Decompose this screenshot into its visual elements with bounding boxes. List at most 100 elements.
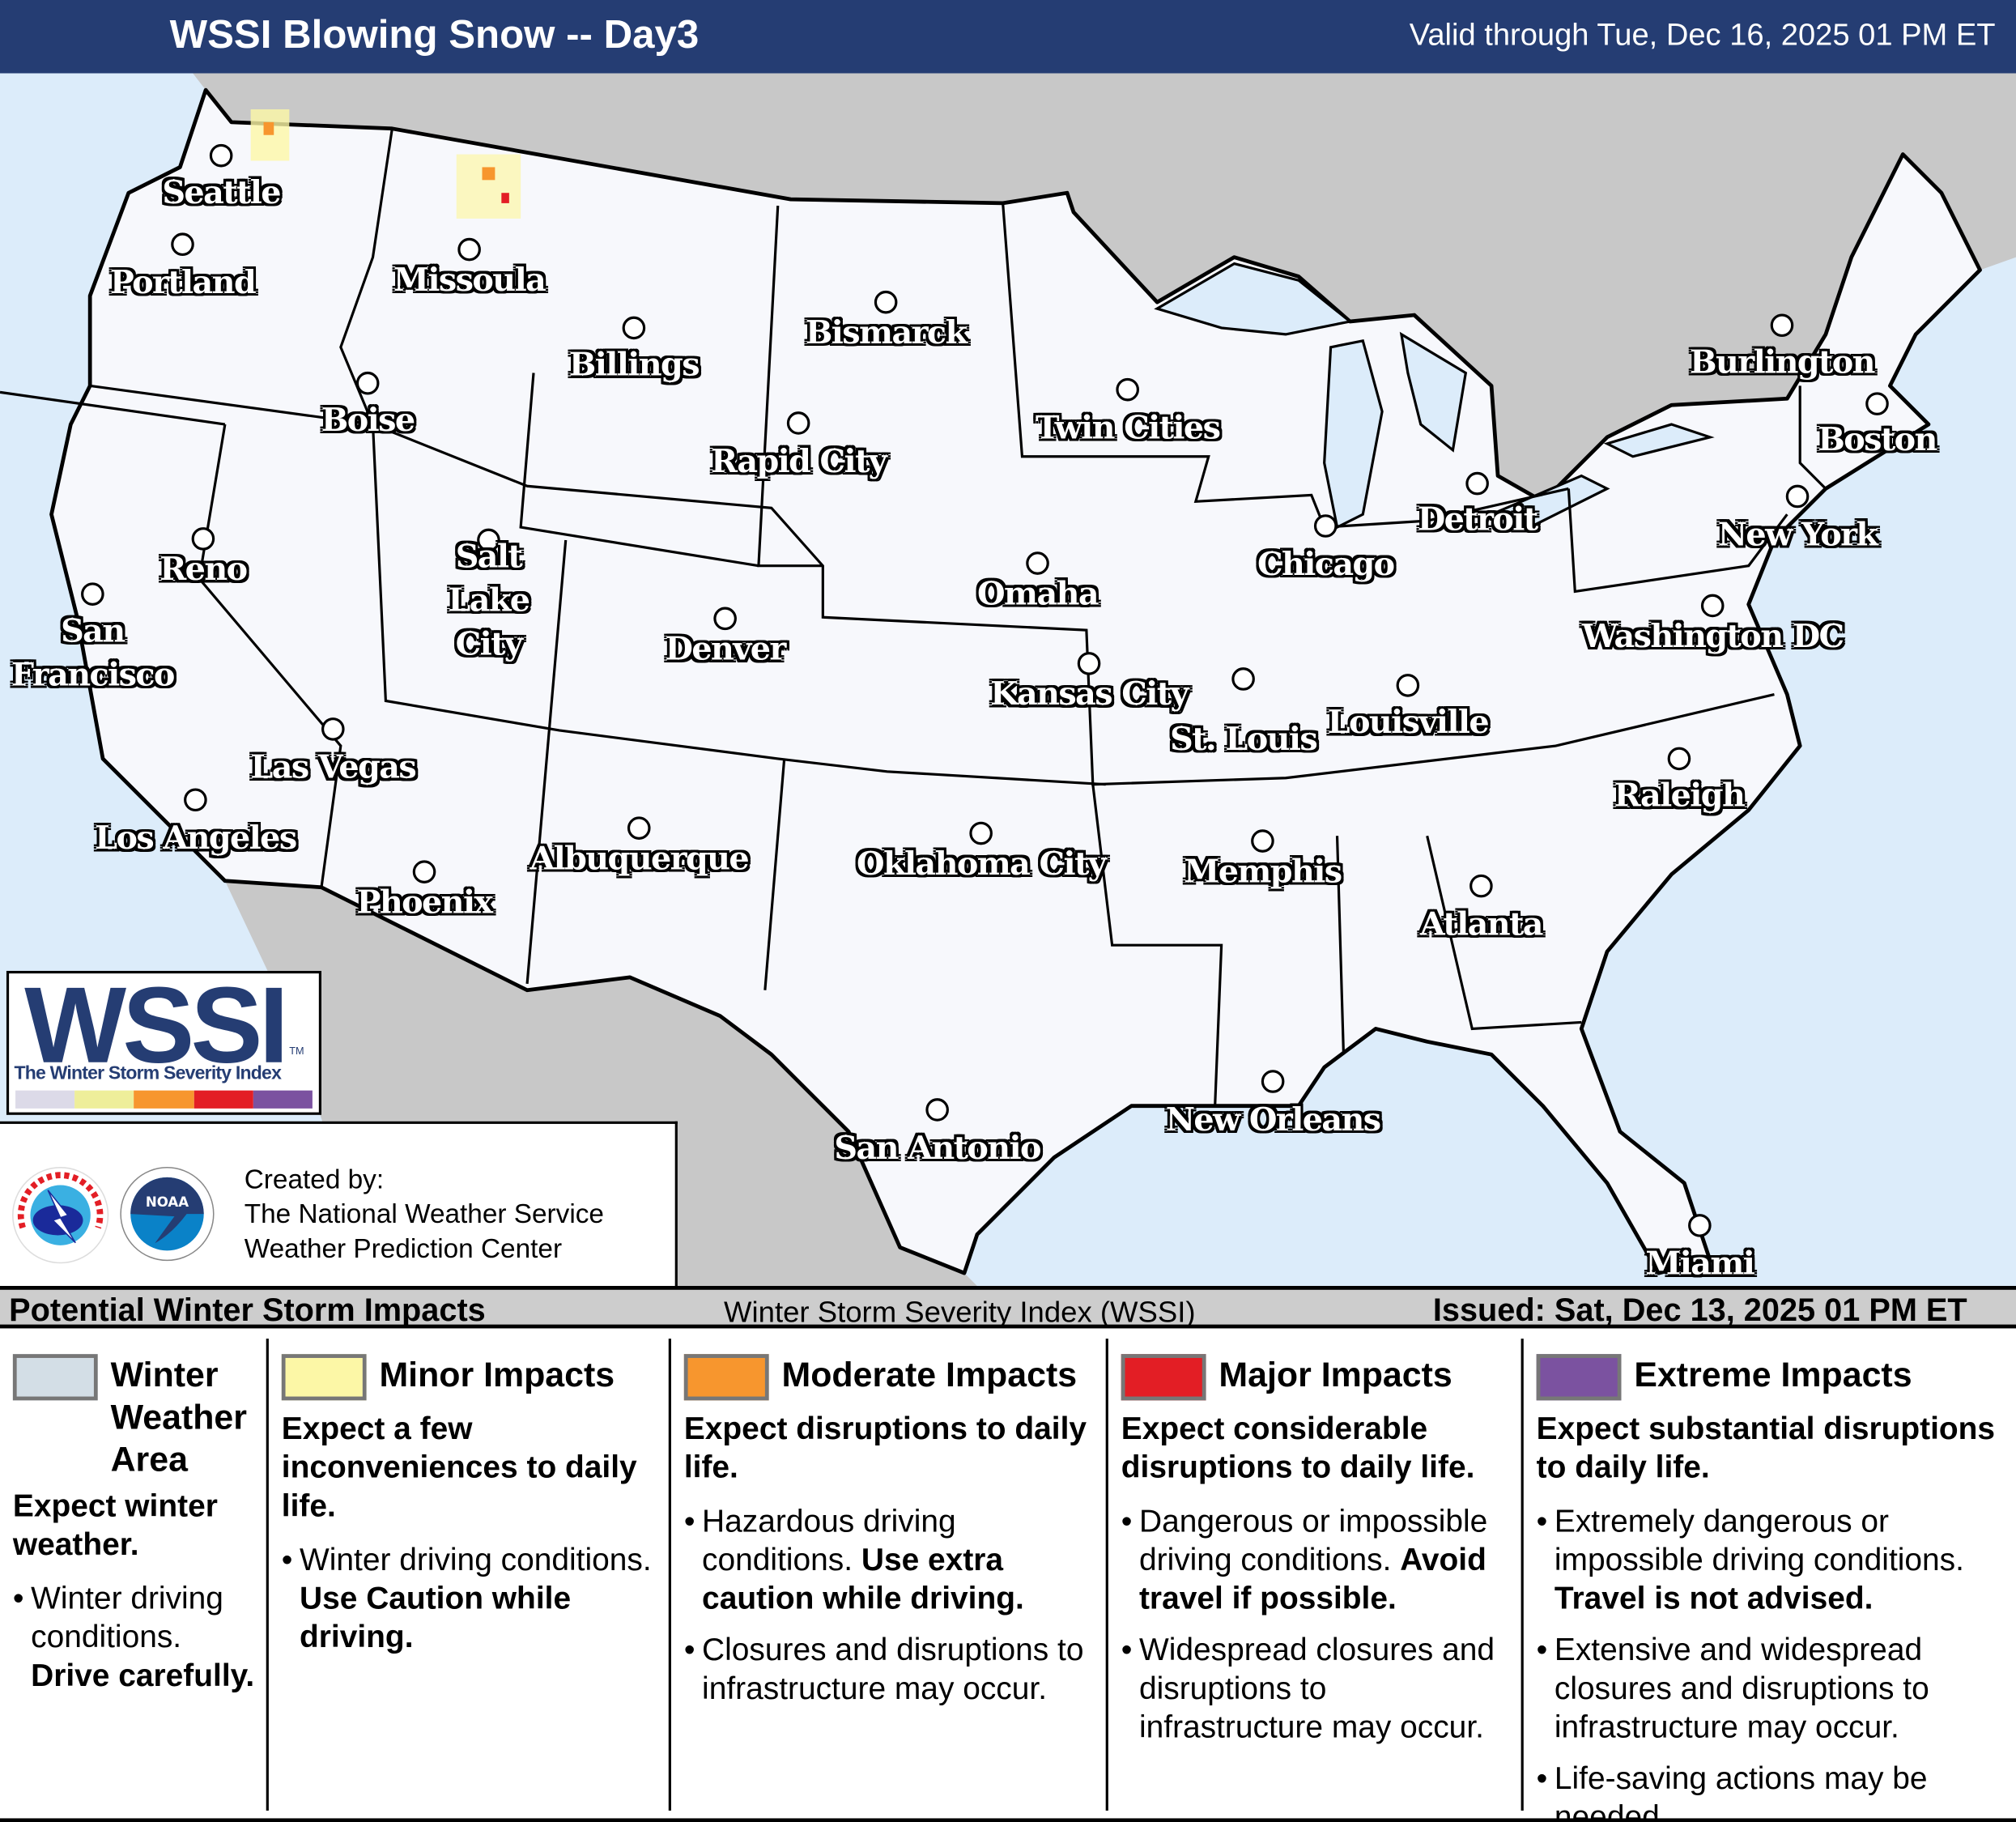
logo-tm: TM [289, 1045, 304, 1058]
credits-box: NOAA Created by: The National Weather Se… [0, 1121, 678, 1289]
bullet-text: Closures and disruptions to infrastructu… [702, 1633, 1084, 1707]
legend-bullet: Life-saving actions may be needed. [1537, 1760, 2014, 1822]
legend-swatch [1536, 1354, 1622, 1401]
city-marker-portland [171, 232, 194, 257]
city-marker-memphis [1251, 829, 1274, 853]
city-marker-bismarck [874, 290, 898, 314]
legend-bullet: Extremely dangerous or impossible drivin… [1537, 1503, 2014, 1619]
city-marker-detroit [1465, 471, 1489, 496]
legend-column-major: Major Impacts Expect considerable disrupt… [1105, 1339, 1524, 1811]
credits-text: Created by: The National Weather Service… [245, 1163, 604, 1267]
bullet-text: Hazardous driving conditions. [702, 1504, 956, 1578]
city-marker-denver [713, 607, 737, 631]
city-label-new-orleans: New Orleans [1165, 1100, 1381, 1139]
legend-column-extreme: Extreme Impacts Expect substantial disrup… [1521, 1339, 2016, 1822]
city-label-kansas-city: Kansas City [990, 675, 1189, 713]
bullet-text: Extensive and widespread closures and di… [1554, 1633, 1929, 1745]
city-label-twin-cities: Twin Cities [1035, 408, 1221, 447]
city-label-louisville: Louisville [1327, 703, 1490, 741]
legend-header-bar: Potential Winter Storm Impacts Winter St… [0, 1286, 2016, 1329]
legend-heading: Potential Winter Storm Impacts [9, 1292, 486, 1329]
valid-time: Valid through Tue, Dec 16, 2025 01 PM ET [1409, 18, 1996, 53]
legend-title: Minor Impacts [379, 1355, 615, 1394]
legend-body: Expect winter weather. Winter driving con… [13, 1488, 261, 1696]
logo-word: WSSI [24, 964, 289, 1086]
city-marker-burlington [1770, 313, 1794, 338]
city-marker-san-antonio [925, 1098, 949, 1122]
city-label-new-york: New York [1717, 515, 1878, 553]
great-lakes [1154, 262, 1715, 530]
city-marker-los-angeles [184, 788, 207, 812]
city-label-omaha: Omaha [977, 574, 1099, 612]
credits-line1: Created by: [244, 1164, 385, 1195]
header: WSSI Blowing Snow -- Day3 Valid through … [0, 0, 2016, 74]
city-label-boise: Boise [321, 401, 415, 439]
city-marker-washington-dc [1700, 594, 1725, 618]
city-marker-omaha [1026, 551, 1049, 575]
legend-lead: Expect a few inconveniences to daily lif… [281, 1411, 637, 1524]
city-label-chicago: Chicago [1257, 545, 1395, 583]
canada-land [0, 73, 2016, 502]
legend-lead: Expect disruptions to daily life. [683, 1411, 1087, 1486]
legend-title: Winter Weather Area [110, 1355, 247, 1479]
city-label-rapid-city: Rapid City [711, 442, 887, 480]
city-label-phoenix: Phoenix [356, 883, 494, 922]
legend-body: Expect disruptions to daily life. Hazardo… [684, 1411, 1104, 1709]
city-marker-new-york [1785, 484, 1810, 509]
city-marker-chicago [1313, 514, 1338, 538]
city-label-denver: Denver [665, 630, 786, 668]
city-marker-boston [1865, 392, 1889, 415]
city-marker-albuquerque [627, 816, 651, 840]
bullet-emphasis: Travel is not advised. [1554, 1581, 1874, 1617]
legend-swatch [683, 1354, 769, 1401]
legend-bullet: Winter driving conditions. Use Caution w… [282, 1542, 666, 1658]
city-marker-san-francisco [81, 582, 104, 606]
legend-bullet: Extensive and widespread closures and di… [1537, 1632, 2014, 1748]
city-marker-louisville [1396, 674, 1420, 697]
bullet-emphasis: Use extra caution while driving. [702, 1543, 1024, 1617]
city-label-oklahoma-city: Oklahoma City [857, 845, 1107, 883]
city-label-seattle: Seattle [162, 173, 281, 211]
city-marker-raleigh [1667, 747, 1691, 771]
legend-swatch [1121, 1354, 1206, 1401]
city-marker-rapid-city [786, 411, 810, 435]
blowing-snow-impacts [250, 109, 521, 219]
legend-lead: Expect substantial disruptions to daily … [1536, 1411, 1996, 1486]
legend-swatch [12, 1354, 98, 1401]
issued-time: Issued: Sat, Dec 13, 2025 01 PM ET [1432, 1292, 1967, 1329]
legend-bullet: Dangerous or impossible driving conditio… [1121, 1503, 1519, 1619]
credits-line3: Weather Prediction Center [244, 1234, 563, 1265]
legend-bullet: Winter driving conditions. Drive careful… [13, 1581, 261, 1696]
bullet-emphasis: Avoid travel if possible. [1138, 1543, 1486, 1617]
city-marker-miami [1688, 1214, 1712, 1237]
wssi-logo: WSSI TM The Winter Storm Severity Index [6, 964, 322, 1115]
credits-line2: The National Weather Service [244, 1199, 604, 1230]
bullet-text: Extremely dangerous or impossible drivin… [1554, 1504, 1964, 1578]
legend-body: Expect considerable disruptions to daily… [1121, 1411, 1519, 1748]
city-marker-twin-cities [1116, 377, 1139, 402]
legend-bullet: Widespread closures and disruptions to i… [1121, 1632, 1519, 1748]
legend-body: Expect a few inconveniences to daily lif… [282, 1411, 666, 1658]
city-marker-salt-lake-city [477, 528, 500, 552]
city-label-salt-lake-city: Salt Lake City [448, 537, 530, 662]
bullet-text: Widespread closures and disruptions to i… [1138, 1633, 1495, 1745]
bullet-text: Life-saving actions may be needed. [1554, 1761, 1928, 1822]
city-label-burlington: Burlington [1690, 343, 1876, 381]
city-label-raleigh: Raleigh [1614, 777, 1746, 815]
city-label-atlanta: Atlanta [1419, 905, 1544, 943]
city-label-san-antonio: San Antonio [834, 1129, 1041, 1167]
city-marker-oklahoma-city [969, 821, 993, 845]
city-label-albuquerque: Albuquerque [530, 839, 749, 878]
bullet-emphasis: Use Caution while driving. [300, 1581, 572, 1655]
city-label-billings: Billings [568, 346, 700, 384]
bullet-emphasis: Drive carefully. [31, 1658, 255, 1694]
legend-swatch [281, 1354, 367, 1401]
city-label-san-francisco: San Francisco [11, 611, 176, 693]
map-area: Seattle Portland Missoula Billings Bismarck B… [0, 73, 2016, 1287]
noaa-logo-icon: NOAA [120, 1166, 215, 1262]
legend-column-moderate: Moderate Impacts Expect disruptions to da… [668, 1339, 1108, 1811]
city-label-miami: Miami [1645, 1245, 1755, 1283]
map-title: WSSI Blowing Snow -- Day3 [169, 11, 700, 57]
legend-title: Major Impacts [1219, 1355, 1452, 1394]
